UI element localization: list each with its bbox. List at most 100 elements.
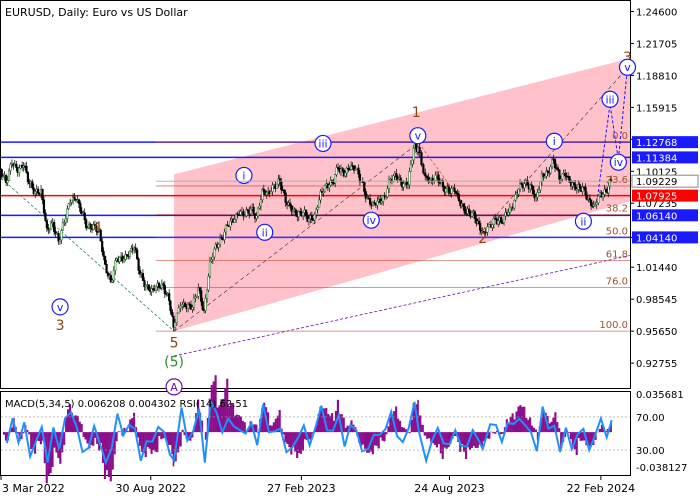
price-candle	[276, 184, 278, 189]
candle-body	[256, 216, 258, 219]
candle-body	[324, 186, 326, 192]
indicator-axis-label: 0.035681	[636, 390, 684, 401]
macd-histogram-bar	[523, 407, 525, 432]
candle-body	[199, 288, 201, 291]
macd-histogram-bar	[119, 431, 121, 432]
macd-histogram-bar	[150, 432, 152, 454]
candle-body	[369, 199, 371, 205]
macd-histogram-bar	[409, 432, 411, 433]
macd-histogram-bar	[147, 432, 149, 447]
macd-histogram-bar	[446, 432, 448, 449]
indicator-axis-label: 70.00	[636, 413, 665, 424]
macd-histogram-bar	[558, 428, 560, 432]
macd-histogram-bar	[83, 432, 85, 437]
candle-body	[559, 170, 561, 179]
macd-histogram-bar	[67, 409, 69, 432]
candle-body	[596, 203, 598, 205]
macd-histogram-bar	[168, 432, 170, 445]
candle-body	[46, 221, 48, 228]
candle-body	[84, 213, 86, 220]
wave-label: 1	[412, 105, 421, 121]
candle-body	[174, 323, 176, 328]
macd-histogram-bar	[81, 424, 83, 432]
candle-body	[138, 259, 140, 271]
candle-body	[43, 200, 45, 213]
candle-body	[585, 187, 587, 195]
macd-histogram-bar	[556, 422, 558, 432]
candle-body	[260, 200, 262, 206]
macd-histogram-bar	[345, 428, 347, 432]
wave-label: ii	[262, 226, 268, 239]
fibonacci-level-label: 76.0	[606, 277, 628, 288]
macd-histogram-bar	[100, 432, 102, 443]
candle-body	[53, 222, 55, 231]
macd-histogram-bar	[288, 432, 290, 447]
candle-body	[305, 210, 307, 216]
candle-body	[557, 168, 559, 170]
candle-body	[15, 164, 17, 167]
candle-body	[314, 215, 316, 220]
candle-body	[508, 212, 510, 214]
candle-body	[413, 148, 415, 160]
candle-body	[135, 248, 137, 250]
level-tag-label: 1.11384	[636, 153, 677, 164]
candle-body	[365, 191, 367, 198]
candle-body	[193, 298, 195, 307]
macd-histogram-bar	[387, 426, 389, 432]
candle-body	[71, 200, 73, 202]
candle-body	[445, 189, 447, 192]
macd-histogram-bar	[286, 432, 288, 444]
candle-body	[358, 168, 360, 174]
candle-body	[148, 285, 150, 291]
time-axis-label: 30 Aug 2022	[116, 482, 186, 495]
candle-body	[42, 189, 44, 200]
candle-body	[377, 201, 379, 205]
candle-body	[590, 200, 592, 206]
price-candle	[68, 203, 70, 210]
macd-histogram-bar	[156, 432, 158, 452]
price-axis-label: 0.92755	[636, 359, 677, 370]
fibonacci-level-label: 50.0	[606, 226, 628, 237]
macd-histogram-bar	[234, 416, 236, 433]
wave-label: iii	[605, 93, 614, 106]
candle-body	[524, 184, 526, 188]
macd-histogram-bar	[570, 432, 572, 439]
candle-body	[409, 171, 411, 184]
candle-body	[26, 166, 28, 172]
macd-histogram-bar	[428, 432, 430, 438]
candle-body	[462, 204, 464, 206]
candle-body	[471, 212, 473, 216]
macd-histogram-bar	[158, 432, 160, 436]
candle-body	[214, 249, 216, 257]
candle-body	[605, 189, 607, 191]
candle-body	[503, 216, 505, 223]
macd-histogram-bar	[284, 432, 286, 442]
macd-histogram-bar	[28, 432, 30, 434]
price-axis-label: 1.01440	[636, 263, 677, 274]
candle-body	[387, 189, 389, 197]
macd-histogram-bar	[399, 421, 401, 432]
level-tag-label: 1.07925	[636, 192, 677, 203]
candle-body	[363, 182, 365, 191]
wave-label: v	[624, 61, 631, 74]
time-axis-label: 27 Feb 2023	[267, 482, 335, 495]
level-tag-label: 1.12768	[636, 138, 677, 149]
candle-body	[80, 204, 82, 212]
candle-body	[34, 191, 36, 193]
macd-histogram-bar	[463, 432, 465, 452]
candle-body	[37, 189, 39, 193]
macd-histogram-bar	[3, 432, 5, 435]
macd-histogram-bar	[436, 432, 438, 447]
macd-histogram-bar	[86, 432, 88, 443]
candle-body	[180, 306, 182, 308]
wave-label: i	[553, 135, 556, 148]
candle-body	[270, 192, 272, 194]
current-price-label: 1.09229	[636, 177, 677, 188]
candle-body	[579, 184, 581, 187]
wave-label: 2	[478, 231, 487, 247]
candle-body	[302, 212, 304, 215]
macd-histogram-bar	[403, 428, 405, 432]
candle-body	[479, 224, 481, 231]
candle-body	[178, 308, 180, 313]
macd-histogram-bar	[362, 432, 364, 444]
